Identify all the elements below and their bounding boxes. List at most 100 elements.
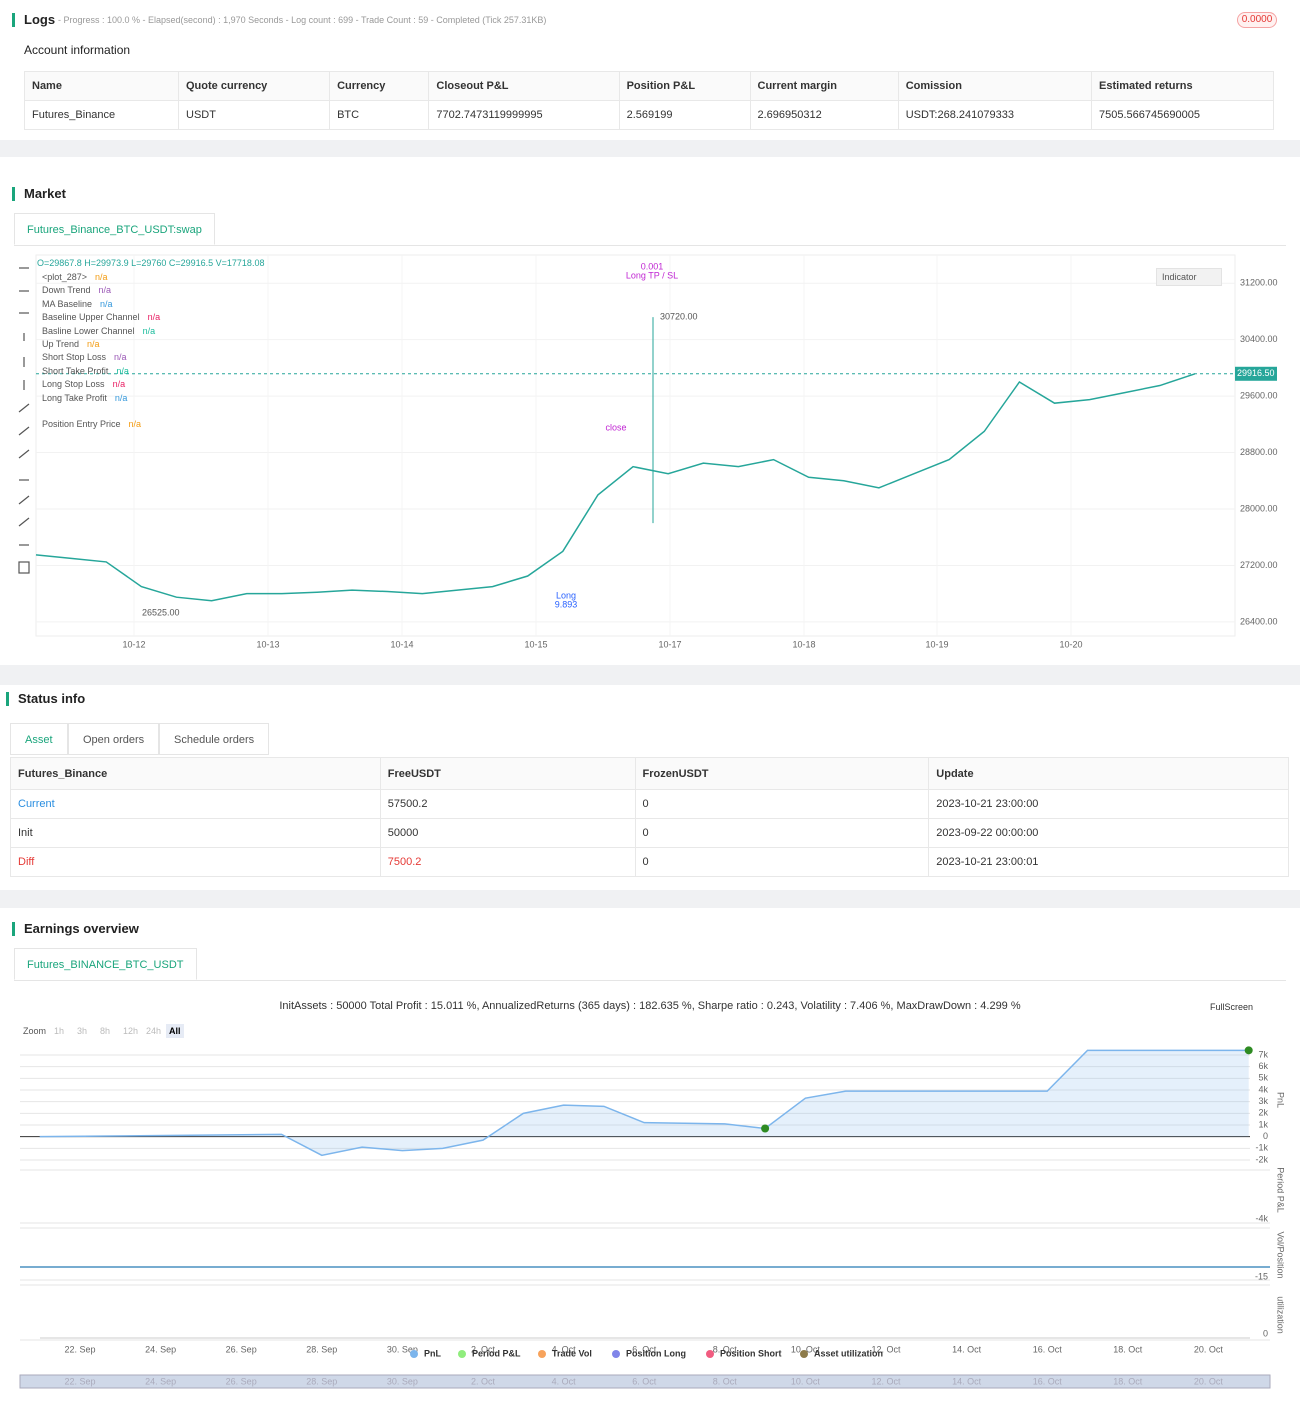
navigator-label: 24. Sep — [145, 1376, 176, 1386]
panel-label: Period P&L — [1276, 1167, 1286, 1213]
header-cell: Update — [928, 757, 1289, 790]
y-tick-label: -2k — [1255, 1154, 1268, 1164]
fullscreen[interactable]: FullScreen — [1210, 1002, 1254, 1012]
indicator: Basline Lower Channel n/a — [42, 325, 155, 338]
header-row: Name Quote currency Currency Closeout P&L Po… — [24, 71, 1274, 101]
zoom-button[interactable]: 24h — [146, 1026, 162, 1036]
toolbar — [18, 267, 30, 574]
x-tick-label: 10-13 — [256, 639, 279, 649]
pnl-marker — [1244, 1046, 1253, 1055]
status-section: Status info Asset Open orders Schedule ord… — [0, 685, 1300, 890]
legend-label[interactable]: Position Short — [720, 1348, 782, 1358]
indicator: Down Trend n/a — [42, 284, 111, 297]
navigator-label: 22. Sep — [64, 1376, 95, 1386]
plot-frame — [35, 254, 1236, 637]
navigator-label: 30. Sep — [387, 1376, 418, 1386]
legend-label[interactable]: Period P&L — [472, 1348, 521, 1358]
indicator-value: n/a — [128, 419, 142, 430]
indicator: Short Take Profit n/a — [42, 365, 129, 378]
annotation: close — [605, 422, 626, 432]
header-cell: Closeout P&L — [428, 71, 620, 101]
zoom-button[interactable]: 1h — [54, 1026, 65, 1036]
y-tick-label: 28000.00 — [1240, 503, 1278, 513]
x-tick-label: 22. Sep — [64, 1344, 95, 1354]
legend-swatch — [458, 1350, 466, 1358]
indicator: Long Stop Loss n/a — [42, 378, 125, 391]
earnings-tab[interactable]: Futures_BINANCE_BTC_USDT — [14, 948, 197, 980]
x-tick-label: 24. Sep — [145, 1344, 176, 1354]
x-tick-label: 4. Oct — [552, 1344, 577, 1354]
cell: USDT — [177, 100, 331, 130]
cell: 7702.7473119999995 — [428, 100, 620, 130]
navigator[interactable] — [19, 1374, 1271, 1389]
legend-swatch — [706, 1350, 714, 1358]
cell: 0 — [634, 818, 930, 848]
indicator-value: n/a — [100, 298, 113, 309]
cell: 2023-10-21 23:00:01 — [928, 847, 1289, 877]
header-cell: FreeUSDT — [379, 757, 636, 790]
cell: 57500.2 — [379, 789, 636, 819]
pnl-marker — [761, 1124, 770, 1133]
x-tick-label: 10-14 — [390, 639, 413, 649]
badge: 0.0000 — [1237, 12, 1277, 28]
legend-swatch — [538, 1350, 546, 1358]
last-price-label: 29916.50 — [1237, 368, 1275, 378]
header-cell: Comission — [897, 71, 1093, 101]
header-cell: Currency — [329, 71, 430, 101]
y-tick-label: 26400.00 — [1240, 616, 1278, 626]
y-tick-label: 31200.00 — [1240, 278, 1278, 288]
header-cell: Current margin — [749, 71, 899, 101]
legend-label[interactable]: Trade Vol — [552, 1348, 592, 1358]
indicator-button[interactable]: Indicator — [1156, 268, 1222, 286]
indicator-name: Short Stop Loss — [42, 352, 107, 363]
cell: Init — [10, 818, 381, 848]
indicator: MA Baseline n/a — [42, 298, 113, 311]
legend-swatch — [800, 1350, 808, 1358]
navigator-label: 4. Oct — [552, 1376, 577, 1386]
high-label: 30720.00 — [660, 311, 698, 321]
zoom-button[interactable]: 12h — [123, 1026, 139, 1036]
y-tick-label: 2k — [1258, 1108, 1268, 1118]
indicator-value: n/a — [142, 325, 156, 336]
logs-title: Logs — [12, 13, 55, 27]
indicator-value: n/a — [114, 392, 128, 403]
x-tick-label: 10-19 — [925, 639, 948, 649]
earnings-summary: InitAssets : 50000 Total Profit : 15.011… — [279, 1000, 1021, 1012]
legend-label[interactable]: PnL — [424, 1348, 442, 1358]
cell: 0 — [634, 789, 930, 819]
navigator-label: 14. Oct — [952, 1376, 982, 1386]
indicator-value: n/a — [112, 379, 126, 390]
legend-label[interactable]: Asset utilization — [814, 1348, 883, 1358]
x-tick-label: 8. Oct — [713, 1344, 738, 1354]
indicator-name: Baseline Upper Channel — [42, 312, 140, 323]
y-tick-label: 3k — [1258, 1096, 1268, 1106]
status-tab[interactable]: Asset — [10, 723, 68, 755]
cell: 2023-09-22 00:00:00 — [928, 818, 1289, 848]
zoom-button[interactable]: 8h — [100, 1026, 111, 1036]
header-cell: Futures_Binance — [10, 757, 381, 790]
cell: Futures_Binance — [24, 100, 179, 130]
row: Current 57500.2 0 2023-10-21 23:00:00 — [10, 789, 1289, 819]
header-cell: Name — [24, 71, 179, 101]
legend-label[interactable]: Position Long — [626, 1348, 686, 1358]
zoom-button[interactable]: All — [166, 1024, 184, 1038]
x-tick-label: 20. Oct — [1194, 1344, 1224, 1354]
zoom-button[interactable]: 3h — [77, 1026, 88, 1036]
y-tick-label: 30400.00 — [1240, 334, 1278, 344]
indicator-name: Position Entry Price — [42, 419, 121, 430]
market-tab[interactable]: Futures_Binance_BTC_USDT:swap — [14, 213, 215, 245]
x-tick-label: 14. Oct — [952, 1344, 982, 1354]
cell: 2.569199 — [618, 100, 751, 130]
y-tick-label: 27200.00 — [1240, 560, 1278, 570]
y-tick-label: 28800.00 — [1240, 447, 1278, 457]
panel-tick: 0 — [1263, 1328, 1268, 1338]
indicator-value: n/a — [147, 312, 161, 323]
legend-swatch — [612, 1350, 620, 1358]
navigator-label: 18. Oct — [1113, 1376, 1143, 1386]
status-tab[interactable]: Open orders — [68, 723, 160, 755]
status-tab[interactable]: Schedule orders — [159, 723, 270, 755]
low-label: 26525.00 — [142, 607, 180, 617]
cell: Diff — [10, 847, 381, 877]
cell: BTC — [329, 100, 430, 130]
navigator-label: 28. Sep — [306, 1376, 337, 1386]
